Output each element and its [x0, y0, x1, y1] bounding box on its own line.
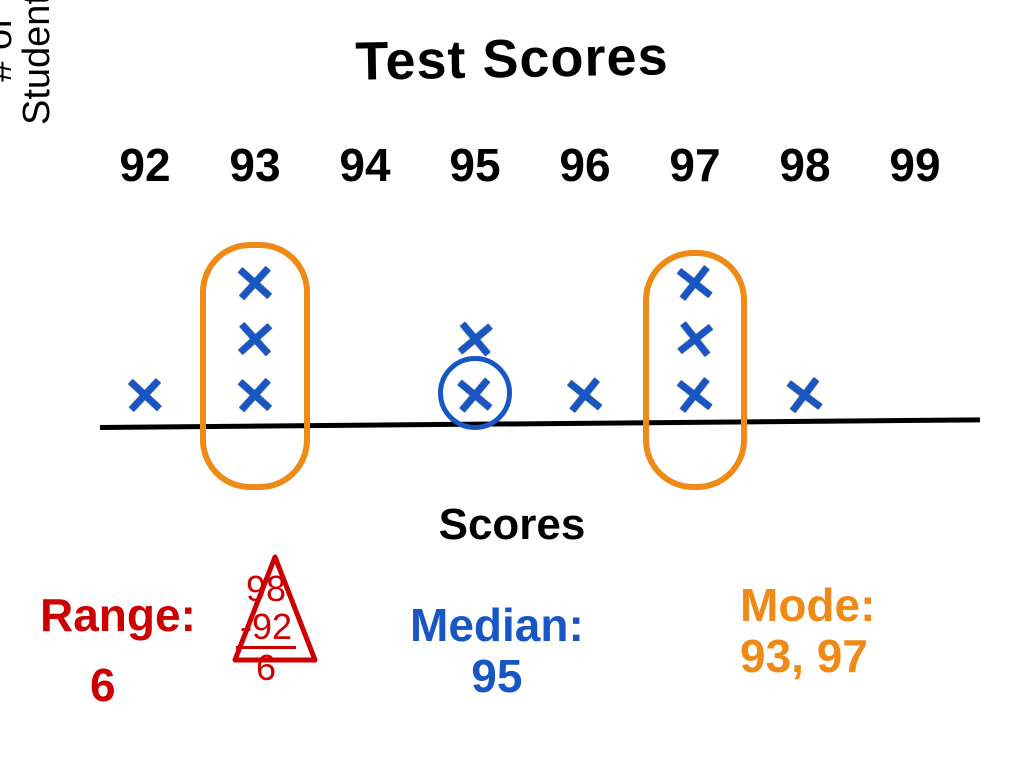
range-word: Range:	[40, 589, 196, 641]
mode-highlight-oval	[643, 250, 747, 490]
median-block: Median: 95	[410, 600, 584, 701]
x-tick-label: 97	[650, 138, 740, 192]
plot-column: 92 ✕	[100, 130, 190, 430]
x-tick-label: 92	[100, 138, 190, 192]
mode-value: 93, 97	[740, 631, 875, 682]
median-value: 95	[410, 651, 584, 702]
data-point-x-icon: ✕	[122, 371, 167, 424]
plot-column: 99	[870, 130, 960, 430]
chart-canvas: Test Scores # of Students 92✕93✕✕✕9495✕✕…	[0, 0, 1024, 768]
mode-label: Mode:	[740, 580, 875, 631]
x-tick-label: 95	[430, 138, 520, 192]
plot-column: 94	[320, 130, 410, 430]
median-highlight-circle	[438, 356, 512, 430]
mode-highlight-oval	[200, 242, 310, 490]
mode-block: Mode: 93, 97	[740, 580, 875, 681]
x-tick-label: 99	[870, 138, 960, 192]
range-calc-top: 98	[236, 570, 296, 608]
x-tick-label: 98	[760, 138, 850, 192]
plot-column: 98 ✕	[760, 130, 850, 430]
y-axis-label: # of Students	[0, 0, 56, 160]
range-value: 6	[90, 660, 116, 711]
range-label: Range:	[40, 590, 196, 641]
median-label: Median:	[410, 600, 584, 651]
x-tick-label: 96	[540, 138, 630, 192]
x-axis-label: Scores	[0, 500, 1024, 550]
data-point-x-icon: ✕	[780, 369, 830, 427]
x-tick-label: 94	[320, 138, 410, 192]
range-calculation: 98 -92 6	[236, 570, 296, 686]
range-calc-minus: -92	[236, 608, 296, 649]
data-point-x-icon: ✕	[561, 370, 610, 426]
range-calc-result: 6	[236, 649, 296, 687]
plot-column: 96 ✕	[540, 130, 630, 430]
x-tick-label: 93	[210, 138, 300, 192]
dot-plot-area: 92✕93✕✕✕9495✕✕96✕97✕✕✕98✕99	[100, 130, 980, 430]
chart-title: Test Scores	[0, 19, 1024, 99]
